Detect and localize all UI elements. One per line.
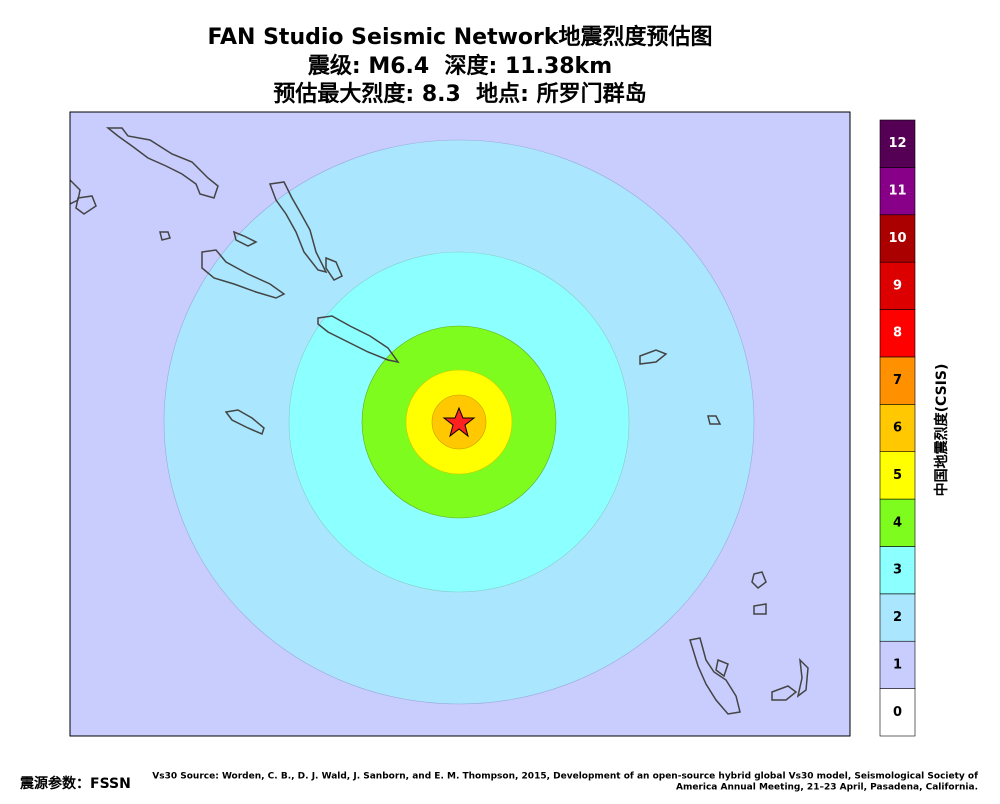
- coastline: [75, 195, 97, 215]
- colorbar-cell: [879, 356, 916, 405]
- colorbar-cell: [879, 593, 916, 642]
- colorbar-label: 中国地震烈度(CSIS): [933, 364, 950, 497]
- colorbar-tick-label: 1: [893, 657, 902, 672]
- map: [70, 112, 850, 736]
- colorbar-tick-label: 8: [893, 326, 902, 341]
- coastline: [796, 657, 809, 698]
- coastline: [751, 571, 767, 589]
- coastline: [771, 685, 798, 701]
- source: 震源参数：FSSN: [19, 775, 131, 792]
- colorbar-cell: [879, 261, 916, 310]
- colorbar-cell: [879, 688, 916, 737]
- colorbar-tick-label: 10: [888, 231, 906, 246]
- colorbar-cell: [879, 404, 916, 452]
- coastline: [753, 603, 767, 615]
- colorbar-tick-label: 5: [893, 468, 902, 483]
- coastline: [639, 349, 668, 365]
- coastline: [159, 231, 171, 241]
- colorbar-tick-label: 12: [888, 136, 906, 151]
- map-frame: [69, 111, 851, 737]
- colorbar-tick-label: 3: [893, 563, 902, 578]
- title: FAN Studio Seismic Network地震烈度预估图: [207, 24, 712, 50]
- colorbar-tick-label: 2: [893, 610, 902, 625]
- colorbar-cell: [879, 119, 916, 168]
- credit: Vs30 Source: Worden, C. B., D. J. Wald, …: [152, 772, 978, 782]
- credit: America Annual Meeting, 21–23 April, Pas…: [676, 783, 978, 793]
- coastline: [224, 409, 265, 436]
- subtitle: 震级: M6.4 深度: 11.38km: [308, 53, 612, 79]
- colorbar-tick-label: 11: [888, 184, 906, 199]
- coastline: [317, 315, 400, 364]
- coastline: [707, 415, 722, 425]
- coastline: [268, 181, 328, 274]
- colorbar-cell: [879, 214, 916, 263]
- subtitle: 预估最大烈度: 8.3 地点: 所罗门群岛: [273, 81, 646, 107]
- colorbar-cell: [879, 546, 916, 595]
- coastline: [715, 658, 729, 678]
- coastline: [70, 179, 81, 205]
- colorbar-tick-label: 9: [893, 278, 902, 293]
- colorbar-tick-label: 4: [893, 515, 902, 530]
- coastline: [325, 256, 343, 281]
- coastline: [232, 230, 258, 247]
- colorbar-tick-label: 6: [893, 421, 902, 436]
- coastline: [689, 637, 741, 715]
- colorbar-tick-label: 0: [893, 705, 902, 720]
- colorbar-tick-label: 7: [893, 373, 902, 388]
- coastline: [105, 127, 219, 199]
- coastline: [201, 249, 286, 299]
- colorbar-cell: [879, 498, 916, 547]
- colorbar-cell: [879, 167, 916, 216]
- epicenter: [442, 406, 476, 438]
- colorbar-cell: [879, 309, 916, 358]
